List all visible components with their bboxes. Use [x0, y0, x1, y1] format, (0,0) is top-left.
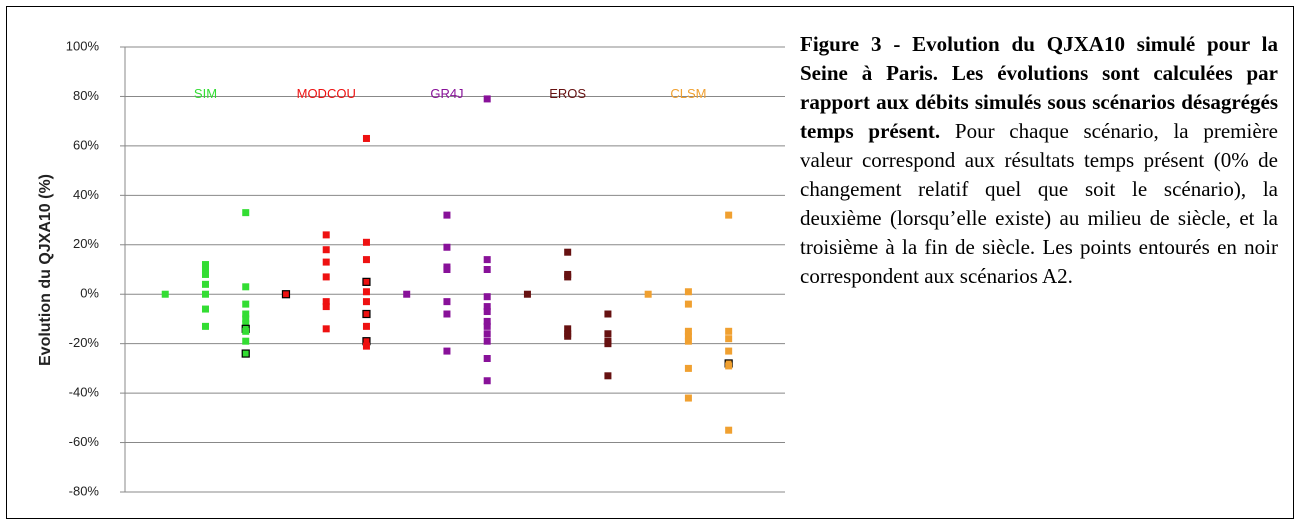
- y-axis-title: Evolution du QJXA10 (%): [37, 174, 54, 366]
- legend-label: CLSM: [670, 86, 706, 101]
- data-point: [684, 300, 692, 308]
- data-point: [201, 270, 209, 278]
- data-point: [362, 322, 370, 330]
- data-point: [443, 298, 451, 306]
- data-point: [242, 337, 250, 345]
- data-point: [362, 238, 370, 246]
- y-tick-label: 0%: [80, 286, 99, 301]
- data-point: [483, 317, 491, 325]
- data-point: [644, 290, 652, 298]
- data-point: [362, 309, 371, 319]
- data-point: [725, 335, 733, 343]
- data-point: [684, 364, 692, 372]
- data-point: [483, 266, 491, 273]
- y-tick-label: -40%: [69, 385, 100, 400]
- data-point: [322, 325, 330, 333]
- data-point: [443, 347, 451, 355]
- y-tick-label: -20%: [69, 335, 100, 350]
- data-point: [362, 256, 370, 264]
- data-point: [242, 310, 250, 318]
- data-point: [725, 426, 733, 434]
- chart: Evolution du QJXA10 (%) -80% -60% -40% -20%…: [37, 38, 785, 498]
- data-point: [242, 209, 250, 217]
- data-point: [322, 258, 330, 266]
- data-point: [201, 322, 209, 330]
- data-point: [443, 211, 451, 219]
- data-point: [684, 337, 692, 345]
- data-point: [564, 332, 572, 340]
- y-tick-label: 100%: [66, 38, 100, 53]
- data-point: [684, 332, 692, 340]
- data-point: [483, 293, 491, 301]
- data-point: [362, 277, 371, 286]
- caption: Figure 3 - Evolution du QJXA10 simulé po…: [800, 30, 1278, 291]
- y-tick-label: 60%: [73, 137, 99, 152]
- data-point: [604, 330, 612, 338]
- data-point: [443, 243, 451, 251]
- data-point: [684, 394, 692, 402]
- data-point: [322, 303, 330, 311]
- data-point: [523, 290, 531, 298]
- data-point: [322, 231, 330, 239]
- data-point: [604, 340, 612, 348]
- y-tick-label: -60%: [69, 434, 100, 449]
- data-point: [483, 95, 491, 103]
- data-point: [483, 303, 491, 311]
- data-point: [242, 283, 250, 291]
- y-tick-label: 20%: [73, 236, 99, 251]
- data-point: [242, 320, 250, 328]
- legend-label: EROS: [549, 86, 586, 101]
- data-point: [362, 134, 370, 142]
- legend-label: MODCOU: [297, 86, 356, 101]
- y-tick-label: 80%: [73, 88, 99, 103]
- data-point: [684, 327, 692, 335]
- data-point: [201, 280, 209, 288]
- data-point: [725, 211, 733, 219]
- data-point: [564, 273, 572, 281]
- legend-label: SIM: [194, 86, 217, 101]
- data-point: [483, 330, 491, 338]
- data-point: [201, 305, 209, 313]
- data-point: [242, 300, 250, 308]
- data-point: [322, 298, 330, 306]
- data-point: [322, 246, 330, 254]
- data-point: [242, 315, 250, 323]
- data-point: [403, 290, 411, 298]
- data-point: [362, 298, 370, 306]
- figure-frame: [6, 6, 1294, 519]
- data-point: [201, 290, 209, 298]
- data-point: [725, 347, 733, 355]
- data-point: [483, 322, 491, 330]
- data-point: [483, 308, 491, 316]
- y-tick-label: 40%: [73, 187, 99, 202]
- data-point: [322, 273, 330, 281]
- caption-text: Pour chaque scénario, la première valeur…: [800, 119, 1278, 288]
- data-point: [725, 327, 733, 335]
- data-point: [443, 310, 451, 318]
- data-point: [483, 355, 491, 362]
- data-point: [483, 377, 491, 385]
- data-point: [201, 261, 209, 269]
- caption-bold: Figure 3 - Evolution du QJXA10 simulé po…: [800, 32, 1278, 143]
- legend-label: GR4J: [430, 86, 463, 101]
- data-point: [362, 288, 370, 296]
- data-point: [201, 266, 209, 273]
- data-point: [604, 310, 612, 318]
- data-point: [604, 372, 612, 380]
- data-point: [362, 342, 370, 350]
- data-point: [443, 266, 451, 273]
- data-point: [241, 349, 250, 358]
- y-tick-label: -80%: [69, 483, 100, 498]
- data-point: [483, 256, 491, 264]
- data-point: [564, 248, 572, 256]
- data-point: [684, 288, 692, 296]
- data-point: [725, 362, 733, 370]
- data-point: [281, 290, 291, 299]
- data-point: [161, 290, 169, 298]
- data-point: [564, 325, 572, 333]
- data-point: [242, 327, 250, 335]
- data-point: [483, 337, 491, 345]
